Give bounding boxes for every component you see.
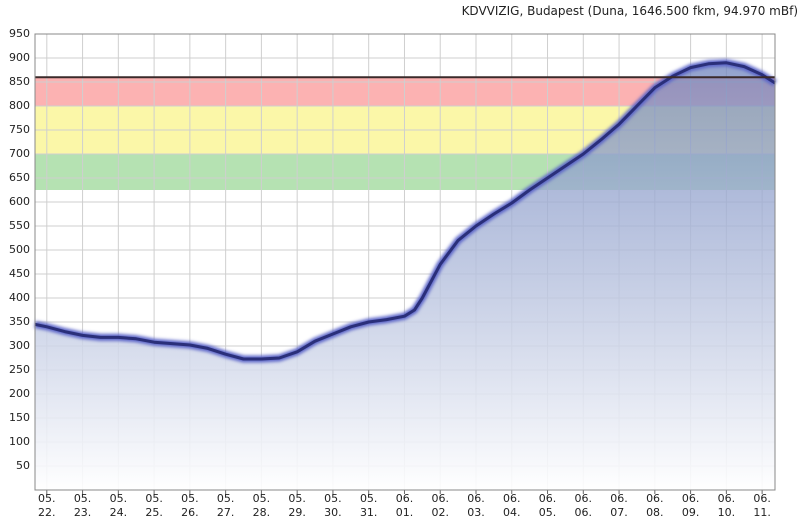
x-tick-label: 06. 11. bbox=[753, 492, 771, 519]
y-tick-label: 250 bbox=[9, 363, 30, 376]
y-tick-label: 900 bbox=[9, 51, 30, 64]
x-tick-label: 06. 04. bbox=[503, 492, 521, 519]
x-tick-label: 06. 05. bbox=[538, 492, 557, 519]
plot-border bbox=[34, 33, 776, 491]
y-tick-label: 100 bbox=[9, 435, 30, 448]
y-tick-label: 200 bbox=[9, 387, 30, 400]
y-tick-label: 650 bbox=[9, 171, 30, 184]
y-tick-label: 950 bbox=[9, 27, 30, 40]
y-tick-label: 750 bbox=[9, 123, 30, 136]
x-tick-label: 05. 28. bbox=[252, 492, 271, 519]
x-tick-label: 05. 22. bbox=[38, 492, 56, 519]
x-tick-label: 05. 23. bbox=[73, 492, 92, 519]
y-tick-label: 700 bbox=[9, 147, 30, 160]
x-tick-label: 06. 08. bbox=[646, 492, 664, 519]
x-tick-label: 06. 01. bbox=[395, 492, 414, 519]
y-tick-label: 400 bbox=[9, 291, 30, 304]
y-tick-label: 150 bbox=[9, 411, 30, 424]
y-tick-label: 550 bbox=[9, 219, 30, 232]
x-tick-label: 06. 02. bbox=[431, 492, 449, 519]
y-tick-label: 350 bbox=[9, 315, 30, 328]
x-tick-label: 05. 25. bbox=[145, 492, 163, 519]
x-tick-label: 06. 03. bbox=[467, 492, 485, 519]
x-tick-label: 06. 09. bbox=[681, 492, 700, 519]
x-tick-label: 05. 30. bbox=[324, 492, 342, 519]
y-tick-label: 850 bbox=[9, 75, 30, 88]
area bbox=[35, 62, 775, 491]
x-tick-label: 05. 27. bbox=[216, 492, 235, 519]
y-tick-label: 50 bbox=[16, 459, 30, 472]
y-tick-label: 800 bbox=[9, 99, 30, 112]
x-tick-label: 05. 31. bbox=[359, 492, 378, 519]
chart-title: KDVVIZIG, Budapest (Duna, 1646.500 fkm, … bbox=[461, 4, 798, 18]
line bbox=[34, 61, 776, 361]
y-tick-label: 600 bbox=[9, 195, 30, 208]
y-tick-label: 450 bbox=[9, 267, 30, 280]
x-tick-label: 06. 07. bbox=[610, 492, 628, 519]
y-tick-label: 300 bbox=[9, 339, 30, 352]
x-tick-label: 06. 10. bbox=[717, 492, 736, 519]
x-tick-label: 05. 24. bbox=[109, 492, 128, 519]
x-tick-label: 05. 29. bbox=[288, 492, 306, 519]
x-tick-label: 05. 26. bbox=[181, 492, 199, 519]
x-tick-label: 06. 06. bbox=[574, 492, 593, 519]
y-tick-label: 500 bbox=[9, 243, 30, 256]
